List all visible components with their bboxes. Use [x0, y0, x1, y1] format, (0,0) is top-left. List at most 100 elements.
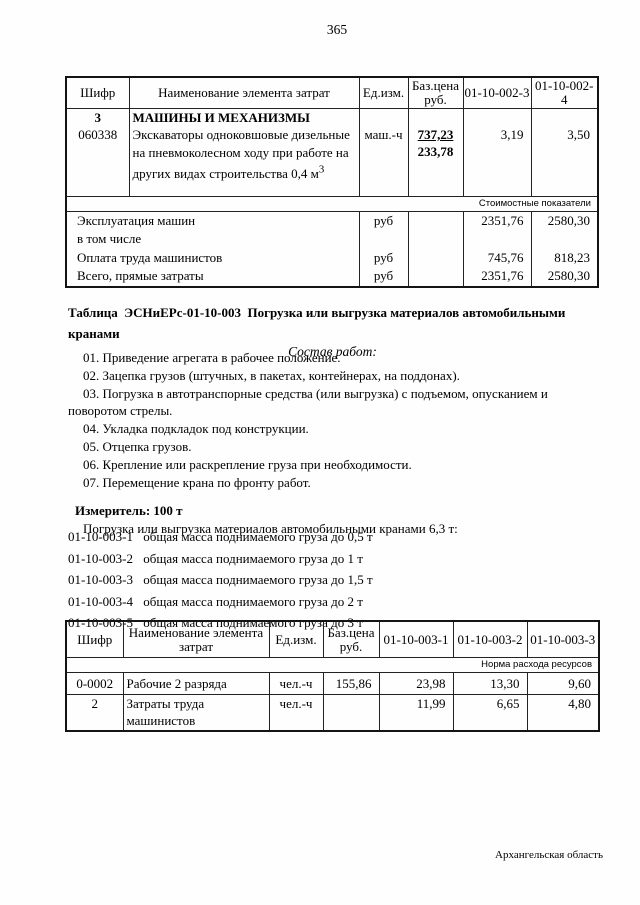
norm-code-description: общая масса поднимаемого груза до 1,5 т — [143, 572, 373, 588]
cost-label: в том числе — [65, 230, 360, 249]
superscript-3: 3 — [318, 163, 325, 176]
cost-unit: руб — [358, 267, 409, 287]
norm-code: 01-10-003-1 — [68, 529, 133, 544]
table2-header-norm2: 01-10-003-2 — [452, 620, 528, 658]
table2-header-name: Наименование элемента затрат — [122, 620, 270, 658]
cost-value-1: 2351,76 — [462, 211, 532, 231]
cost-price-empty — [407, 267, 464, 287]
table1-header-name: Наименование элемента затрат — [128, 76, 360, 109]
table2-header-norm1: 01-10-003-1 — [378, 620, 454, 658]
norm-code-line: 01-10-003-2 общая масса поднимаемого гру… — [68, 548, 588, 570]
page-number: 365 — [326, 22, 348, 37]
cost-label: Всего, прямые затраты — [65, 267, 360, 287]
table2-header-unit: Ед.изм. — [268, 620, 324, 658]
work-item: 02. Зацепка грузов (штучных, в пакетах, … — [83, 367, 460, 383]
table1-cost-row: Эксплуатация машин руб 2351,76 2580,30 — [65, 211, 599, 231]
resource-value-3: 4,80 — [526, 694, 600, 732]
norm-code: 01-10-003-3 — [68, 572, 133, 588]
resource-name: Затраты труда машинистов — [122, 694, 270, 732]
table1-header-baseprice: Баз.цена руб. — [407, 76, 464, 109]
resource-name: Рабочие 2 разряда — [122, 672, 270, 695]
machine-unit-cell: маш.-ч — [358, 108, 409, 197]
resource-norm-band-label: Норма расхода ресурсов — [66, 657, 599, 673]
resource-description: Экскаваторы одноковшовые дизельные на пн… — [132, 127, 350, 181]
cost-value-2: 2580,30 — [530, 211, 599, 231]
table2-header-row: Шифр Наименование элемента затрат Ед.изм… — [65, 620, 600, 658]
cost-label: Оплата труда машинистов — [65, 248, 360, 268]
resource-unit: чел.-ч — [268, 694, 324, 732]
norm-code-description: общая масса поднимаемого груза до 1 т — [143, 550, 363, 566]
cost-value-1: 745,76 — [462, 248, 532, 268]
resource-code: 0-0002 — [65, 672, 124, 695]
work-item: 05. Отцепка грузов. — [83, 438, 192, 454]
machine-price-cell: 737,23 233,78 — [407, 108, 464, 197]
measurer-line: Измеритель: 100 т — [75, 503, 183, 518]
cost-indicators-band-label: Стоимостные показатели — [66, 196, 598, 212]
machine-norm1-cell: 3,19 — [462, 108, 532, 197]
section-title: Таблица ЭСНиЕРс-01-10-003 Погрузка или в… — [68, 305, 569, 341]
machine-norm2-cell: 3,50 — [530, 108, 599, 197]
table1-header-unit: Ед.изм. — [358, 76, 409, 109]
machine-code-cell: 3 060338 — [65, 108, 130, 197]
resource-price — [322, 694, 380, 732]
table2-resource-row: 2 Затраты труда машинистов чел.-ч 11,99 … — [65, 694, 600, 732]
norm-code-line: 01-10-003-1 общая масса поднимаемого гру… — [68, 526, 588, 548]
cost-unit: руб — [358, 211, 409, 231]
resource-unit: чел.-ч — [268, 672, 324, 695]
machine-name-cell: МАШИНЫ И МЕХАНИЗМЫ Экскаваторы одноковшо… — [128, 108, 360, 197]
codes-intro-line: Погрузка или выгрузка материалов автомоб… — [83, 521, 458, 536]
cost-price-empty — [407, 230, 464, 249]
table1-cost-row: Оплата труда машинистов руб 745,76 818,2… — [65, 248, 599, 268]
resource-code: 2 — [65, 694, 124, 732]
resource-code: 060338 — [78, 127, 118, 143]
resource-price: 155,86 — [322, 672, 380, 695]
cost-value-2 — [530, 230, 599, 249]
norm-code-line: 01-10-003-4 общая масса поднимаемого гру… — [68, 591, 588, 613]
cost-value-2: 2580,30 — [530, 267, 599, 287]
resource-table-01-10-003: Шифр Наименование элемента затрат Ед.изм… — [65, 620, 600, 732]
cost-label: Эксплуатация машин — [65, 211, 360, 231]
resource-value-3: 9,60 — [526, 672, 600, 695]
norm-code: 01-10-003-2 — [68, 550, 133, 566]
table1-cost-row: Всего, прямые затраты руб 2351,76 2580,3… — [65, 267, 599, 287]
table1-header-norm1: 01-10-002-3 — [462, 76, 532, 109]
cost-table-01-10-002: Шифр Наименование элемента затрат Ед.изм… — [65, 76, 599, 288]
table1-header-norm2: 01-10-002-4 — [530, 76, 599, 109]
cost-value-2: 818,23 — [530, 248, 599, 268]
works-composition-heading: Состав работ: — [288, 343, 377, 359]
resource-group-title: МАШИНЫ И МЕХАНИЗМЫ — [132, 110, 310, 125]
price-numerator: 737,23 — [417, 127, 454, 142]
resource-value-1: 23,98 — [378, 672, 454, 695]
table2-resource-row: 0-0002 Рабочие 2 разряда чел.-ч 155,86 2… — [65, 672, 600, 695]
price-denominator: 233,78 — [417, 144, 454, 160]
resource-value-2: 6,65 — [452, 694, 528, 732]
work-item: 04. Укладка подкладок под конструкции. — [83, 421, 309, 437]
work-item: 06. Крепление или раскрепление груза при… — [83, 456, 412, 472]
cost-price-empty — [407, 211, 464, 231]
work-item: 01. Приведение агрегата в рабочее положе… — [83, 350, 341, 365]
table2-header-baseprice: Баз.цена руб. — [322, 620, 380, 658]
resource-value-1: 11,99 — [378, 694, 454, 732]
cost-price-empty — [407, 248, 464, 268]
table2-header-norm3: 01-10-003-3 — [526, 620, 600, 658]
cost-value-1 — [462, 230, 532, 249]
resource-value-2: 13,30 — [452, 672, 528, 695]
norm-code: 01-10-003-4 — [68, 593, 133, 609]
norm-code-description: общая масса поднимаемого груза до 2 т — [143, 593, 363, 609]
work-items-list: 01. Приведение агрегата в рабочее положе… — [68, 349, 595, 491]
table2-header-code: Шифр — [65, 620, 124, 658]
cost-unit — [358, 230, 409, 249]
table1-header-row: Шифр Наименование элемента затрат Ед.изм… — [65, 76, 599, 109]
table2-band-row: Норма расхода ресурсов — [66, 657, 599, 673]
norm-code-line: 01-10-003-3 общая масса поднимаемого гру… — [68, 569, 588, 591]
norm-code-description: общая масса поднимаемого груза до 0,5 т — [143, 529, 373, 544]
resource-group-number: 3 — [94, 110, 102, 125]
cost-unit: руб — [358, 248, 409, 268]
table1-machine-row: 3 060338 МАШИНЫ И МЕХАНИЗМЫ Экскаваторы … — [65, 108, 599, 197]
table1-header-code: Шифр — [65, 76, 130, 109]
norm-code-list: 01-10-003-1 общая масса поднимаемого гру… — [68, 526, 588, 634]
work-item: 03. Погрузка в автотранспорные средства … — [68, 385, 548, 419]
cost-value-1: 2351,76 — [462, 267, 532, 287]
table1-band-row: Стоимостные показатели — [66, 196, 598, 212]
